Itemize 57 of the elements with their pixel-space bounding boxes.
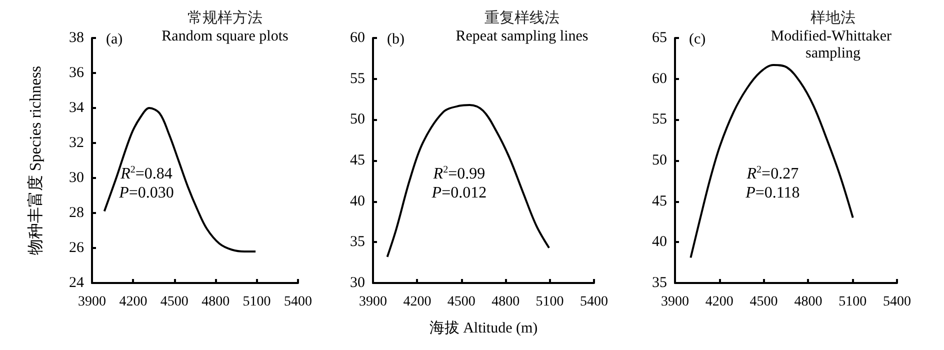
y-tick-label: 65	[652, 30, 667, 46]
annotation: P=0.030	[118, 184, 174, 202]
y-tick-label: 30	[69, 170, 84, 186]
y-tick-label: 55	[350, 70, 365, 87]
y-tick-label: 35	[652, 275, 667, 291]
y-tick-label: 36	[69, 65, 84, 81]
x-tick-label: 4500	[160, 294, 188, 310]
x-tick-label: 3900	[359, 294, 387, 310]
annotation: (a)	[106, 32, 123, 48]
x-tick-label: 5100	[838, 294, 867, 310]
y-tick-label: 38	[69, 30, 84, 46]
y-tick-label: 55	[652, 112, 667, 128]
line-series	[386, 104, 550, 258]
x-tick-label: 4200	[705, 294, 734, 310]
x-tick-label: 3900	[78, 294, 106, 310]
x-tick-label: 5100	[242, 294, 271, 310]
y-tick-label: 60	[350, 30, 365, 46]
line-series	[690, 64, 854, 259]
x-tick-label: 5400	[883, 294, 911, 310]
chart-title: 样地法	[810, 10, 856, 26]
x-tick-label: 5100	[536, 294, 564, 310]
y-tick-label: 45	[350, 152, 365, 168]
y-tick-label: 40	[652, 234, 667, 250]
annotation: P=0.012	[430, 184, 487, 202]
y-tick-label: 24	[69, 275, 84, 291]
line-series	[103, 107, 257, 252]
annotation: (c)	[689, 32, 706, 48]
y-tick-label: 34	[69, 100, 84, 116]
y-tick-label: 26	[69, 240, 84, 256]
chart-subtitle: Random square plots	[162, 28, 288, 44]
x-tick-label: 5400	[284, 294, 312, 310]
x-tick-label: 5400	[580, 294, 608, 310]
y-tick-label: 30	[350, 275, 365, 291]
y-tick-label: 50	[350, 112, 365, 128]
x-tick-label: 4200	[403, 294, 432, 310]
chart-title: 常规样方法	[188, 10, 262, 26]
annotation: P=0.118	[744, 184, 800, 202]
x-tick-label: 4800	[492, 294, 520, 310]
y-tick-label: 45	[652, 193, 667, 210]
y-tick-label: 50	[652, 152, 667, 168]
x-axis-title: 海拔 Altitude (m)	[429, 320, 538, 336]
annotation: (b)	[387, 32, 404, 48]
x-tick-label: 4200	[119, 294, 148, 310]
y-tick-label: 32	[69, 135, 84, 151]
x-tick-label: 4800	[202, 294, 230, 310]
x-tick-label: 4500	[750, 294, 778, 310]
y-tick-label: 60	[652, 70, 667, 87]
x-tick-label: 4500	[447, 294, 476, 310]
x-tick-label: 3900	[661, 294, 689, 310]
y-tick-label: 40	[350, 193, 365, 210]
chart-subtitle: Repeat sampling lines	[456, 28, 588, 44]
chart-title: 重复样线法	[484, 10, 560, 26]
chart-subtitle: Modified-Whittaker sampling	[770, 28, 896, 62]
x-tick-label: 4800	[794, 294, 822, 310]
y-tick-label: 35	[350, 234, 365, 250]
y-axis-title: 物种丰富度 Species richness	[26, 66, 44, 256]
y-tick-label: 28	[69, 205, 84, 221]
